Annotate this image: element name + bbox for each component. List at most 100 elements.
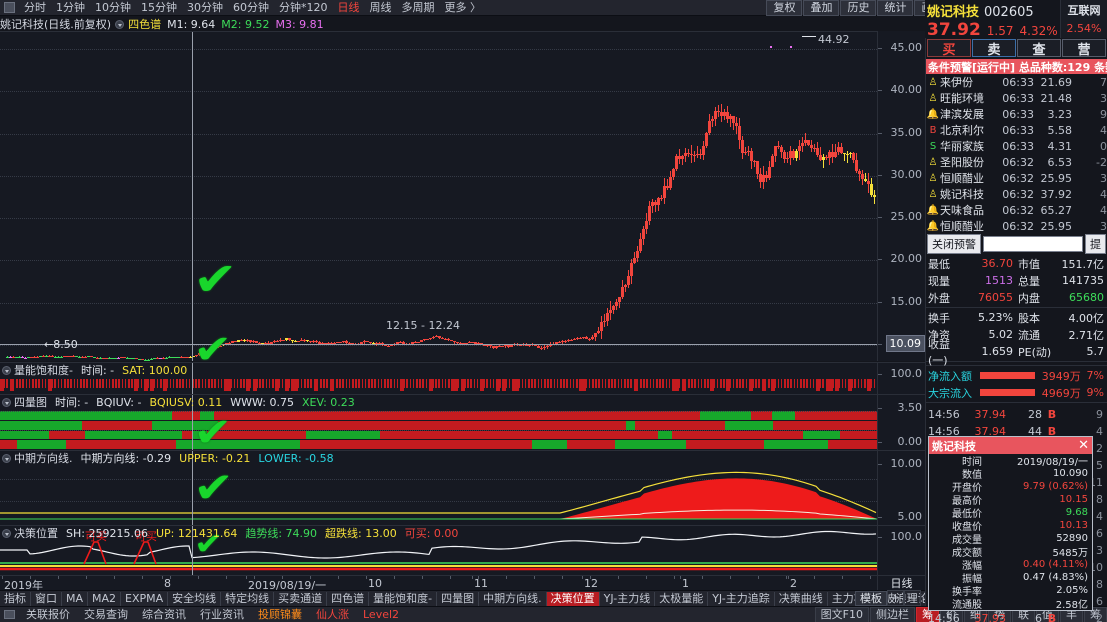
alert-row[interactable]: S 华丽家族 06:33 4.31 0 (926, 138, 1107, 154)
status-item-0[interactable]: 关联报价 (26, 607, 70, 621)
topbar-item-9[interactable]: 多周期 (401, 0, 435, 14)
remove-indicator-button[interactable]: − (904, 590, 921, 606)
topbar-item-1[interactable]: 1分钟 (56, 0, 85, 14)
saturation-bar (140, 379, 143, 388)
status-button-0[interactable]: 图文F10 (814, 606, 869, 622)
four-volume-segment (396, 431, 465, 439)
panel-four-volume[interactable]: 四量图 时间: - BQIUV: - BQIUSV: 0.11 WWW: 0.75 XEV… (0, 394, 877, 450)
template-button[interactable]: 模板 (855, 590, 887, 606)
status-item-4[interactable]: 投顾锦囊 (258, 607, 302, 621)
indicator-item-3[interactable]: MA2 (88, 591, 122, 606)
add-indicator-button[interactable]: + (887, 590, 904, 606)
indicator-item-8[interactable]: 四色谱 (327, 591, 370, 606)
alert-row[interactable]: ♙ 来伊份 06:33 21.69 7 (926, 74, 1107, 90)
status-item-2[interactable]: 综合资讯 (142, 607, 186, 621)
alert-extra: 3 (1100, 171, 1107, 185)
four-volume-segment (772, 411, 795, 420)
chevron-down-icon[interactable] (2, 365, 11, 375)
tick-row[interactable]: 14:56 37.94 44 B 4 (926, 423, 1107, 440)
candle (105, 357, 108, 359)
status-item-1[interactable]: 交易查询 (84, 607, 128, 621)
indicator-item-2[interactable]: MA (62, 591, 89, 606)
chevron-down-icon[interactable] (2, 528, 11, 538)
window-icon[interactable] (4, 2, 15, 13)
alert-input[interactable] (983, 236, 1083, 252)
alert-row[interactable]: 🔔 恒顺醋业 06:32 25.95 3 (926, 218, 1107, 234)
four-volume-segment (795, 411, 839, 420)
main-price-chart[interactable]: ←8.50 12.15 - 12.24 44.92 ✔ ✔ S (0, 31, 877, 361)
topbar-item-0[interactable]: 分时 (24, 0, 46, 14)
alert-list[interactable]: ♙ 来伊份 06:33 21.69 7 ♙ 旺能环境 06:33 21.48 3 🔔 津滨发展 06:3… (926, 74, 1107, 234)
panel-mid-direction[interactable]: 中期方向线. 中期方向线: -0.29 UPPER: -0.21 LOWER: -0.… (0, 450, 877, 525)
four-volume-segment (66, 440, 112, 449)
indicator-item-6[interactable]: 特定均线 (221, 591, 275, 606)
indicator-item-10[interactable]: 四量图 (437, 591, 480, 606)
alert-row[interactable]: ♙ 圣阳股份 06:32 6.53 -2 (926, 154, 1107, 170)
indicator-item-4[interactable]: EXPMA (121, 591, 169, 606)
trade-button-查[interactable]: 查 (1017, 39, 1061, 58)
close-icon[interactable]: ✕ (1078, 438, 1089, 453)
topbar-item-3[interactable]: 15分钟 (141, 0, 177, 14)
topbar-button-1[interactable]: 叠加 (803, 0, 840, 16)
tooltip-key: 数值 (962, 470, 982, 481)
chart-indicator-label[interactable]: 四色谱 (128, 18, 162, 31)
topbar-item-7[interactable]: 日线 (337, 0, 360, 14)
alert-row[interactable]: ♙ 旺能环境 06:33 21.48 3 (926, 90, 1107, 106)
status-button-1[interactable]: 侧边栏 (870, 606, 915, 622)
status-item-6[interactable]: Level2 (363, 607, 400, 621)
topbar-item-10[interactable]: 更多 〉 (444, 0, 482, 14)
chevron-down-icon[interactable] (115, 19, 125, 29)
alert-row[interactable]: ♙ 姚记科技 06:32 37.92 4 (926, 186, 1107, 202)
indicator-item-0[interactable]: 指标 (0, 591, 31, 606)
alert-row[interactable]: ♙ 恒顺醋业 06:32 25.95 3 (926, 170, 1107, 186)
four-volume-segment (613, 431, 658, 439)
indicator-item-12[interactable]: 决策位置 (546, 591, 600, 606)
topbar-item-8[interactable]: 周线 (369, 0, 392, 14)
candle (543, 345, 546, 350)
topbar-item-2[interactable]: 10分钟 (95, 0, 131, 14)
indicator-item-9[interactable]: 量能饱和度- (369, 591, 438, 606)
status-item-5[interactable]: 仙人涨 (316, 607, 349, 621)
saturation-bar (745, 379, 748, 388)
indicator-item-7[interactable]: 买卖通道 (274, 591, 328, 606)
alert-row[interactable]: B 北京利尔 06:33 5.58 4 (926, 122, 1107, 138)
saturation-bar (531, 379, 533, 388)
k-cycle-label[interactable]: 日线 (877, 575, 925, 590)
indicator-item-13[interactable]: YJ-主力线 (600, 591, 656, 606)
alert-row[interactable]: 🔔 天味食品 06:32 65.27 4 (926, 202, 1107, 218)
topbar-item-6[interactable]: 分钟*120 (279, 0, 328, 14)
topbar-button-3[interactable]: 统计 (877, 0, 914, 16)
indicator-item-5[interactable]: 安全均线 (168, 591, 222, 606)
indicator-item-16[interactable]: 决策曲线 (775, 591, 828, 606)
panel-field-0: 时间: - (55, 396, 89, 409)
close-alert-button[interactable]: 关闭预警 (927, 234, 981, 254)
panel-decision-position[interactable]: 决策位置 SH: 259215.06 UP: 121431.64 趋势线: 74.90… (0, 525, 877, 575)
tooltip-value: 52890 (1056, 533, 1088, 544)
indicator-item-15[interactable]: YJ-主力追踪 (708, 591, 775, 606)
alert-row[interactable]: 🔔 津滨发展 06:33 3.23 9 (926, 106, 1107, 122)
trade-button-营[interactable]: 营 (1062, 39, 1106, 58)
topbar-button-0[interactable]: 复权 (766, 0, 803, 16)
topbar-item-5[interactable]: 60分钟 (233, 0, 269, 14)
collapse-icon[interactable] (4, 610, 15, 619)
chevron-down-icon[interactable] (2, 397, 11, 407)
alert-submit-button[interactable]: 提 (1085, 234, 1106, 254)
date-tick-mark-4 (472, 576, 473, 579)
indicator-item-11[interactable]: 中期方向线. (479, 591, 547, 606)
chevron-down-icon[interactable] (2, 453, 11, 463)
tick-row[interactable]: 14:56 37.93 6 B 2 (926, 610, 1107, 622)
status-item-3[interactable]: 行业资讯 (200, 607, 244, 621)
trade-button-买[interactable]: 买 (927, 39, 971, 58)
tick-row[interactable]: 14:56 37.94 28 B 9 (926, 406, 1107, 423)
topbar-item-4[interactable]: 30分钟 (187, 0, 223, 14)
alert-time: 06:32 (1002, 203, 1034, 217)
panel-saturation[interactable]: 量能饱和度- 时间: - SAT: 100.00 (0, 362, 877, 394)
annotation-arrow (802, 36, 816, 37)
indicator-item-1[interactable]: 窗口 (31, 591, 62, 606)
tick-volume: 44 (1028, 425, 1042, 438)
indicator-item-14[interactable]: 太极量能 (655, 591, 709, 606)
sector-box[interactable]: 互联网 2.54% (1060, 0, 1107, 38)
topbar-button-2[interactable]: 历史 (840, 0, 877, 16)
trade-button-卖[interactable]: 卖 (972, 39, 1016, 58)
candle (51, 355, 54, 358)
